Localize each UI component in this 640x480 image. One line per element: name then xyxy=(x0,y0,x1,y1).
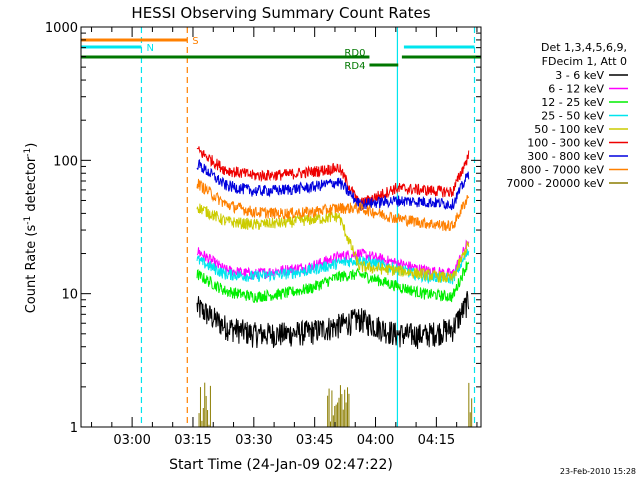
legend-label: 800 - 7000 keV xyxy=(520,164,604,177)
chart-title: HESSI Observing Summary Count Rates xyxy=(131,4,430,22)
x-tick-label: 03:15 xyxy=(174,433,211,448)
legend-label: 6 - 12 keV xyxy=(548,83,604,96)
series-300-800keV xyxy=(196,159,470,211)
plot-background xyxy=(81,27,481,427)
series-3-6keV xyxy=(196,291,470,349)
series-100-300keV xyxy=(196,146,470,210)
flag-label: N xyxy=(146,43,153,54)
y-tick-label: 1000 xyxy=(45,21,78,36)
legend-label: 12 - 25 keV xyxy=(541,96,604,109)
y-tick-label: 10 xyxy=(61,288,78,303)
series-25-50keV xyxy=(196,248,470,285)
flag-layer: S N RD0 RD4 xyxy=(81,36,481,72)
series-layer xyxy=(196,146,473,427)
x-tick-label: 03:00 xyxy=(113,433,150,448)
series-50-100keV xyxy=(196,203,470,283)
plot-area xyxy=(81,27,481,427)
legend: Det 1,3,4,5,6,9, FDecim 1, Att 0 3 - 6 k… xyxy=(506,41,628,190)
flag-label: S xyxy=(192,36,198,47)
legend-label: 3 - 6 keV xyxy=(555,69,604,82)
x-tick-label: 03:45 xyxy=(296,433,333,448)
legend-label: 7000 - 20000 keV xyxy=(506,177,604,190)
legend-header-detectors: Det 1,3,4,5,6,9, xyxy=(541,41,627,54)
y-tick-label: 1 xyxy=(70,421,78,436)
legend-header-decimation: FDecim 1, Att 0 xyxy=(542,55,627,68)
series-6-12keV xyxy=(196,239,470,280)
footer-date: 23-Feb-2010 15:28 xyxy=(560,467,636,476)
legend-label: 25 - 50 keV xyxy=(541,110,604,123)
x-tick-label: 04:00 xyxy=(357,433,394,448)
legend-label: 300 - 800 keV xyxy=(527,150,604,163)
y-axis-label: Count Rate (s-1 detector-1) xyxy=(23,143,39,314)
legend-label: 100 - 300 keV xyxy=(527,137,604,150)
flag-label: RD4 xyxy=(344,61,365,72)
x-tick-label: 03:30 xyxy=(235,433,272,448)
x-tick-label: 04:15 xyxy=(418,433,455,448)
flag-label: RD0 xyxy=(344,48,365,59)
y-tick-label: 100 xyxy=(53,154,78,169)
x-axis-label: Start Time (24-Jan-09 02:47:22) xyxy=(169,457,393,473)
plot-frame xyxy=(80,26,482,428)
legend-label: 50 - 100 keV xyxy=(534,123,604,136)
series-12-25keV xyxy=(196,261,470,303)
axes-layer: 1 10 100 1000 03:00 03:15 03:30 03:45 04:00 04:15 xyxy=(45,21,482,448)
series-800-7000keV xyxy=(196,178,470,232)
